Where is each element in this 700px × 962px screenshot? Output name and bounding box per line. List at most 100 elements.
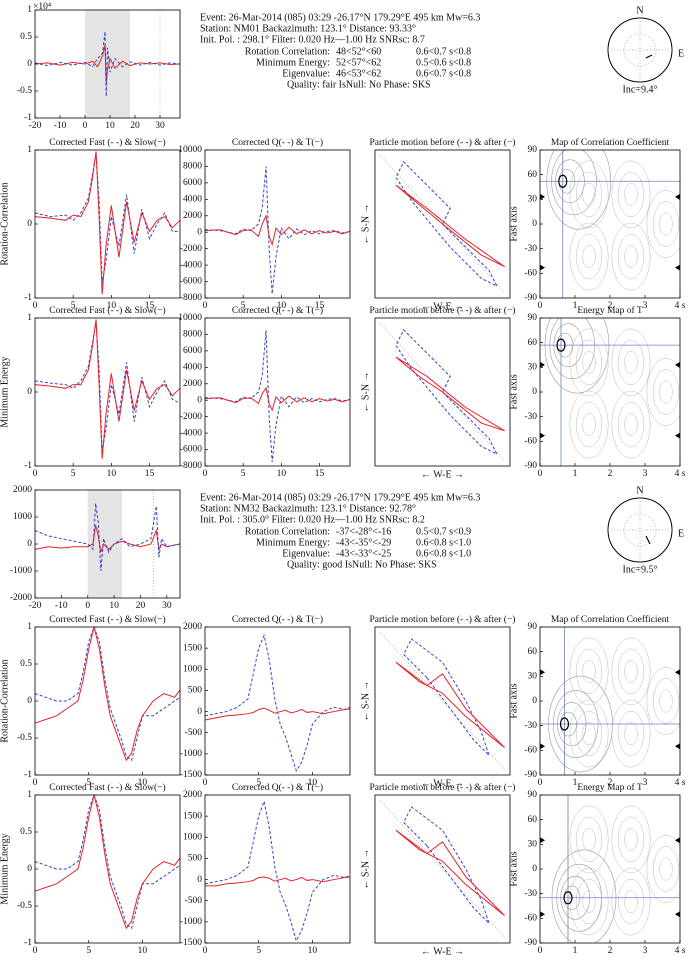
y-axis-label: Fast axis (508, 374, 519, 409)
contour (611, 222, 651, 291)
incidence-label: Inc=9.4° (623, 84, 658, 95)
contour (659, 857, 673, 881)
x-tick-label: 10 (308, 946, 318, 956)
y-tick-label: 0 (197, 395, 202, 405)
fast-axis-marker (675, 264, 680, 271)
x-tick-label: 0 (33, 778, 38, 788)
x-tick-label: 30 (155, 121, 165, 131)
result-delay: 0.6<0.8 s<1.0 (416, 537, 471, 548)
y-tick-label: -90 (524, 938, 537, 948)
contour (624, 722, 638, 746)
y-tick-label: -500 (185, 896, 203, 906)
y-axis-label: Fast axis (508, 206, 519, 241)
y-tick-label: 0.5 (20, 32, 32, 42)
panel-title: Particle motion before (- -) & after (−) (370, 305, 516, 316)
contour (611, 637, 651, 706)
panel-title: Corrected Fast (- -) & Slow(−) (49, 305, 165, 316)
contour (652, 846, 680, 892)
fast-axis-marker (675, 669, 680, 676)
x-tick-label: 30 (162, 601, 172, 611)
info-line: Event: 26-Mar-2014 (085) 03:29 -26.17°N … (200, 12, 480, 23)
y-tick-label: -0.5 (17, 86, 32, 96)
panel-title: Corrected Q(- -) & T(−) (232, 305, 323, 316)
series-line (395, 161, 498, 288)
x-tick-label: 1 (573, 778, 578, 788)
series-line (34, 625, 181, 762)
contour (624, 827, 638, 851)
y-axis-label: ← S-N → (360, 371, 371, 412)
y-tick-label: 30 (528, 840, 538, 850)
y-tick-label: 0 (532, 219, 537, 229)
contour (611, 699, 651, 768)
panel-title: Particle motion before (- -) & after (−) (370, 614, 516, 625)
polarization-vector (645, 535, 651, 545)
contour (646, 358, 680, 426)
fast-axis-marker (540, 743, 545, 750)
x-tick-label: 0 (85, 601, 90, 611)
axes-frame (374, 626, 511, 776)
north-label: N (636, 5, 643, 16)
x-tick-label: 1 (573, 469, 578, 479)
y-tick-label: -1 (24, 770, 32, 780)
contour (575, 401, 603, 448)
series-line (34, 44, 181, 83)
x-tick-label: 3 (643, 946, 648, 956)
y-tick-label: 4000 (183, 195, 202, 205)
contour (582, 659, 596, 683)
best-solution (559, 717, 570, 731)
panel-title: Map of Correlation Coefficient (551, 137, 670, 148)
panel-title: Map of Correlation Coefficient (551, 614, 670, 625)
contour-lines (551, 805, 680, 943)
y-tick-label: 0.5 (20, 827, 32, 837)
y-tick-label: 90 (528, 622, 538, 632)
y-axis-label: Minimum Energy (0, 833, 10, 904)
y-tick-label: 0 (532, 696, 537, 706)
x-tick-label: 5 (86, 946, 91, 956)
contour (617, 710, 645, 757)
contour (575, 816, 603, 863)
contour-lines (548, 637, 680, 773)
result-delay: 0.5<0.6 s<0.8 (416, 57, 471, 68)
x-tick-label: 10 (138, 778, 148, 788)
x-tick-label: 1 (573, 301, 578, 311)
panel-title: Corrected Fast (- -) & Slow(−) (49, 614, 165, 625)
series-line (34, 153, 180, 284)
x-tick-label: 0 (33, 469, 38, 479)
y-tick-label: -1 (24, 293, 32, 303)
series-line (395, 829, 505, 916)
x-tick-label: 5 (86, 778, 91, 788)
fast-axis-marker (540, 837, 545, 844)
x-tick-label: 3 (643, 469, 648, 479)
y-tick-label: -60 (524, 746, 537, 756)
y-tick-label: 90 (528, 313, 538, 323)
x-tick-label: 10 (138, 946, 148, 956)
x-tick-label: 5 (71, 301, 76, 311)
contour (582, 350, 596, 374)
x-tick-label: -20 (29, 121, 42, 131)
contour (582, 245, 596, 269)
axes-frame (374, 317, 511, 467)
y-tick-label: 60 (528, 170, 538, 180)
y-tick-label: 8000 (183, 162, 202, 172)
fast-axis-marker (540, 911, 545, 918)
result-delay: 0.6<0.8 s<1.0 (416, 548, 471, 559)
contour (569, 222, 609, 291)
x-tick-label: 0 (203, 778, 208, 788)
x-tick-label: 4 s (675, 778, 686, 788)
y-axis-label: Rotation-Correlation (0, 659, 10, 742)
polarization-vector (645, 54, 653, 59)
contour (569, 867, 609, 936)
axes-frame (204, 317, 351, 467)
y-tick-label: 2000 (183, 622, 202, 632)
series-line (204, 707, 351, 721)
panel-title: Corrected Fast (- -) & Slow(−) (49, 137, 165, 148)
series-line (204, 633, 351, 772)
contour (575, 339, 603, 386)
y-tick-label: -1 (24, 113, 32, 123)
contour (575, 710, 603, 757)
y-tick-label: -0.5 (17, 901, 32, 911)
contour (646, 667, 680, 735)
x-tick-label: 5 (241, 469, 246, 479)
y-tick-label: -1000 (180, 917, 202, 927)
